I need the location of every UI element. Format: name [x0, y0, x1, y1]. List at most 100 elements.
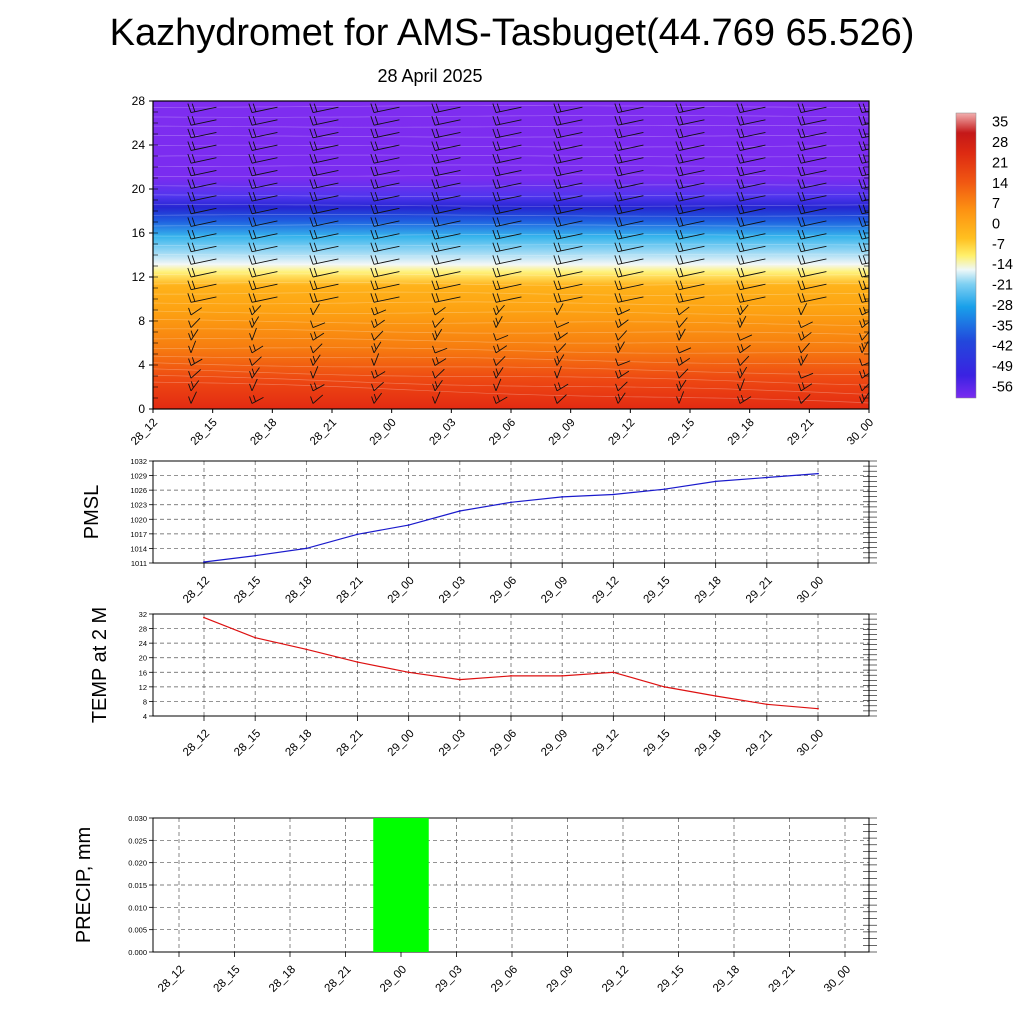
wind-barb — [675, 154, 705, 164]
wind-barb — [187, 141, 217, 151]
wind-barb-flag — [618, 255, 623, 264]
wind-barb-flag — [432, 333, 436, 341]
wind-barb-shaft — [678, 296, 705, 303]
wind-barb-shaft — [251, 106, 278, 113]
wind-barb-shaft — [678, 379, 687, 392]
wind-barb — [797, 280, 827, 291]
wind-barb — [187, 116, 217, 126]
wind-barb-flag — [492, 204, 497, 214]
isotherm-line — [153, 253, 869, 257]
wind-barb-flag — [431, 103, 436, 113]
wind-barb-flag — [249, 371, 253, 379]
wind-barb-flag — [431, 229, 436, 240]
wind-barb-shaft — [495, 169, 522, 177]
wind-barb-flag — [858, 229, 863, 240]
x-tick-label: 29_18 — [693, 575, 724, 606]
x-tick-label: 28_15 — [232, 575, 263, 606]
wind-barb — [432, 306, 446, 316]
wind-barb — [492, 128, 522, 139]
wind-barb-flag — [801, 141, 806, 150]
wind-barb — [553, 293, 583, 303]
wind-barb-shaft — [617, 309, 630, 316]
wind-barb-flag — [801, 280, 806, 289]
wind-barb-flag — [679, 267, 684, 277]
isotherm-line — [153, 368, 869, 386]
wind-barb-shaft — [434, 379, 443, 392]
wind-barb-flag — [553, 267, 558, 278]
wind-barb — [370, 293, 400, 303]
pmsl-data-point — [714, 480, 717, 483]
wind-barb — [554, 365, 562, 379]
colorbar: 35 28 21 14 7 0 -7 -14 -21 -28 -35 -42 -49 -56 — [955, 112, 1013, 399]
wind-barb — [492, 255, 522, 265]
wind-barb-flag — [187, 103, 192, 113]
wind-barb-flag — [187, 128, 192, 138]
wind-barb-shaft — [495, 296, 522, 303]
wind-barb-flag — [249, 396, 253, 404]
heatmap-x-tick-label: 29_09 — [547, 417, 578, 448]
wind-barb-flag — [553, 293, 558, 303]
wind-barb-shaft — [434, 119, 461, 126]
wind-barb-shaft — [434, 245, 461, 253]
heatmap-y-tick-label: 28 — [132, 94, 146, 108]
wind-barb-flag — [496, 293, 501, 302]
wind-barb-flag — [557, 103, 562, 112]
wind-barb-flag — [434, 381, 438, 388]
wind-barb-flag — [862, 293, 867, 302]
wind-barb — [309, 255, 339, 265]
wind-barb-shaft — [495, 106, 522, 113]
wind-barb-flag — [188, 371, 192, 379]
wind-barb-shaft — [434, 233, 461, 240]
wind-barb-shaft — [617, 258, 644, 265]
wind-barb-flag — [797, 128, 802, 138]
wind-barb-shaft — [556, 220, 583, 227]
panel-frame — [152, 613, 870, 717]
wind-barb-shaft — [251, 132, 278, 139]
wind-barb-shaft — [312, 394, 324, 404]
wind-barb-flag — [371, 358, 375, 366]
isotherm-line — [153, 362, 869, 375]
wind-barb-flag — [553, 242, 558, 252]
wind-barb — [431, 217, 461, 227]
wind-barb-shaft — [739, 233, 766, 240]
wind-barb-flag — [557, 179, 562, 188]
colorbar-label: 0 — [992, 217, 1000, 233]
wind-barb-flag — [310, 333, 314, 341]
wind-barb-flag — [431, 217, 436, 227]
wind-barb-shaft — [678, 283, 705, 291]
wind-barb-shaft — [861, 110, 869, 113]
wind-barb-flag — [676, 320, 680, 328]
wind-barb-flag — [678, 381, 682, 388]
wind-barb-flag — [798, 333, 802, 341]
wind-barb-shaft — [739, 283, 766, 291]
wind-barb — [248, 191, 278, 202]
wind-barb — [249, 378, 258, 392]
wind-barb — [370, 116, 400, 126]
wind-barb — [737, 315, 747, 328]
colorbar-label: -21 — [992, 278, 1013, 294]
wind-barb-flag — [801, 179, 806, 188]
wind-barb-flag — [740, 166, 745, 176]
wind-barb-flag — [801, 154, 806, 163]
wind-barb-flag — [679, 179, 684, 188]
wind-barb-flag — [679, 217, 684, 226]
wind-barb-flag — [431, 128, 436, 138]
wind-barb-flag — [252, 166, 257, 176]
wind-barb-flag — [309, 103, 314, 113]
wind-barb — [492, 116, 522, 126]
heatmap-x-tick-label: 29_03 — [427, 417, 458, 448]
wind-barb-shaft — [800, 157, 827, 164]
wind-barb-flag — [248, 103, 253, 113]
wind-barb — [431, 267, 461, 278]
wind-barb — [371, 330, 384, 341]
y-tick-label: 20 — [139, 654, 147, 663]
wind-barb — [676, 328, 686, 341]
wind-barb — [859, 369, 869, 379]
wind-barb — [493, 356, 506, 366]
wind-barb-flag — [434, 330, 438, 337]
wind-barb-shaft — [739, 106, 766, 113]
wind-barb-shaft — [678, 271, 705, 278]
y-tick-label: 0.020 — [128, 859, 147, 868]
wind-barb-flag — [736, 204, 741, 214]
wind-barb-flag — [739, 368, 743, 375]
